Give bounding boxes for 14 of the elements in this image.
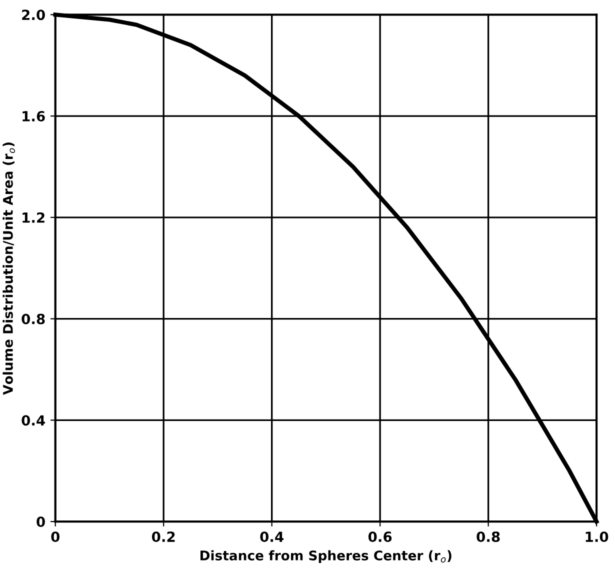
y-tick-label: 0.4 <box>22 415 45 426</box>
y-tick-label: 0.8 <box>22 314 45 324</box>
x-tick-label: 0.8 <box>476 532 500 542</box>
x-tick-label: 0.4 <box>260 532 284 542</box>
x-tick-label: 0 <box>51 532 60 542</box>
y-axis-title: Volume Distribution/Unit Area (r$_{o}$) <box>2 142 16 395</box>
x-tick-label: 0.6 <box>368 532 392 542</box>
y-tick-label: 2.0 <box>22 10 45 20</box>
y-tick-label: 1.6 <box>22 111 45 122</box>
y-tick-label: 1.2 <box>22 212 44 223</box>
x-axis-title: Distance from Spheres Center (r$_{o}$) <box>200 550 452 564</box>
x-tick-label: 1.0 <box>586 532 608 542</box>
y-tick-label: 0 <box>36 516 45 528</box>
x-tick-label: 0.2 <box>152 532 175 542</box>
